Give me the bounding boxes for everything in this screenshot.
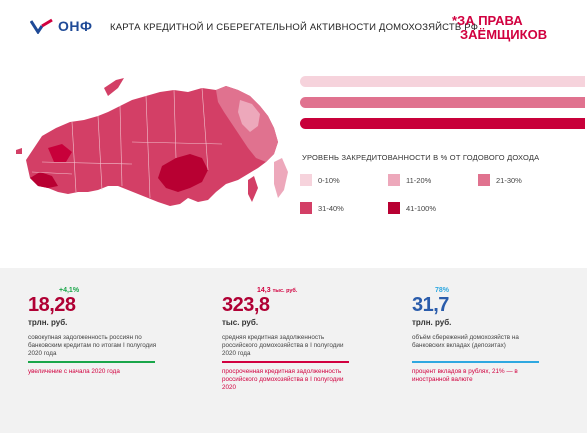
legend-bar-medium <box>300 97 585 108</box>
map-region-main <box>26 86 278 206</box>
legend-bar-light <box>300 76 585 87</box>
map-region-west-south <box>30 172 58 188</box>
stat-divider <box>28 361 155 363</box>
legend-label: 41-100% <box>406 203 437 213</box>
legend-swatch <box>478 174 490 186</box>
legend-title: УРОВЕНЬ ЗАКРЕДИТОВАННОСТИ В % ОТ ГОДОВОГ… <box>302 153 540 162</box>
map-region-kamchatka <box>274 158 288 198</box>
legend-item-21-30: 21-30% <box>478 174 522 186</box>
stat-extra-value: 14,3 <box>257 287 271 294</box>
header: ОНФ КАРТА КРЕДИТНОЙ И СБЕРЕГАТЕЛЬНОЙ АКТ… <box>0 0 587 60</box>
stat-unit: тыс. руб. <box>222 318 259 327</box>
stat-extra: 78% <box>435 287 450 294</box>
page-title: КАРТА КРЕДИТНОЙ И СБЕРЕГАТЕЛЬНОЙ АКТИВНО… <box>110 22 479 33</box>
stat-description: совокупная задолженность россиян по банк… <box>28 334 157 357</box>
stat-extra-suffix: тыс. руб. <box>272 288 298 294</box>
stat-extra: 14,3 тыс. руб. <box>257 287 297 294</box>
stat-note: процент вкладов в рублях, 21% — в иностр… <box>412 368 518 383</box>
map-region-west-mid <box>48 144 72 162</box>
stat-note: просроченная кредитная задолженность рос… <box>222 368 344 391</box>
map-region-sakhalin <box>248 176 258 202</box>
flag-check-icon <box>30 18 53 34</box>
legend-bars <box>300 76 585 139</box>
legend-bar-dark <box>300 118 585 129</box>
map-region-kaliningrad <box>16 148 22 154</box>
legend-label: 11-20% <box>406 175 432 185</box>
legend-swatch <box>388 202 400 214</box>
logo-text: ОНФ <box>58 18 93 34</box>
legend-item-0-10: 0-10% <box>300 174 340 186</box>
stat-value: 18,28 <box>28 294 76 316</box>
stat-divider <box>412 361 539 363</box>
onf-logo[interactable]: ОНФ <box>30 18 92 34</box>
legend-swatch <box>388 174 400 186</box>
stat-description: объём сбережений домохозяйств на банковс… <box>412 334 519 349</box>
brand-line-2: ЗАЁМЩИКОВ <box>460 27 548 42</box>
stat-unit: трлн. руб. <box>412 318 452 327</box>
map-region-fareast <box>238 100 260 132</box>
map-regions <box>16 78 288 206</box>
legend-item-41-100: 41-100% <box>388 202 436 214</box>
stat-note: увеличение с начала 2020 года <box>28 368 120 375</box>
legend-swatch <box>300 174 312 186</box>
legend-item-31-40: 31-40% <box>300 202 344 214</box>
stats-panel: +4,1% 18,28 трлн. руб. совокупная задолж… <box>0 268 587 433</box>
stat-description: средняя кредитная задолженность российск… <box>222 334 344 357</box>
stat-extra: +4,1% <box>59 287 80 294</box>
legend-label: 0-10% <box>318 175 340 185</box>
legend-label: 31-40% <box>318 203 344 213</box>
brand-label: *ЗА ПРАВА ЗАЁМЩИКОВ <box>452 14 562 42</box>
stat-value: 31,7 <box>412 294 449 316</box>
brand-line-1: *ЗА ПРАВА <box>452 13 523 28</box>
legend-item-11-20: 11-20% <box>388 174 431 186</box>
russia-map <box>16 78 288 206</box>
stat-value: 323,8 <box>222 294 270 316</box>
stat-divider <box>222 361 349 363</box>
map-region-siberia-south <box>158 154 208 192</box>
legend-label: 21-30% <box>496 175 522 185</box>
stat-unit: трлн. руб. <box>28 318 68 327</box>
legend-swatch <box>300 202 312 214</box>
map-region-novaya-zemlya <box>104 78 124 96</box>
